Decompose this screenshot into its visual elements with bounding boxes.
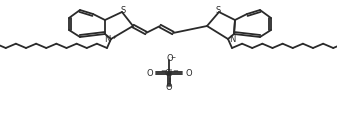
Text: =: = bbox=[172, 69, 178, 74]
Text: −: − bbox=[171, 54, 176, 59]
Text: N: N bbox=[103, 35, 110, 44]
Text: Cl: Cl bbox=[165, 69, 173, 77]
Text: +: + bbox=[111, 34, 116, 40]
Text: N: N bbox=[229, 35, 235, 44]
Text: =: = bbox=[167, 77, 173, 82]
Text: O: O bbox=[166, 83, 172, 93]
Text: O: O bbox=[185, 69, 192, 77]
Text: S: S bbox=[215, 6, 221, 15]
Text: =: = bbox=[160, 69, 166, 74]
Text: O: O bbox=[146, 69, 153, 77]
Text: S: S bbox=[120, 6, 126, 15]
Text: O: O bbox=[167, 54, 173, 63]
